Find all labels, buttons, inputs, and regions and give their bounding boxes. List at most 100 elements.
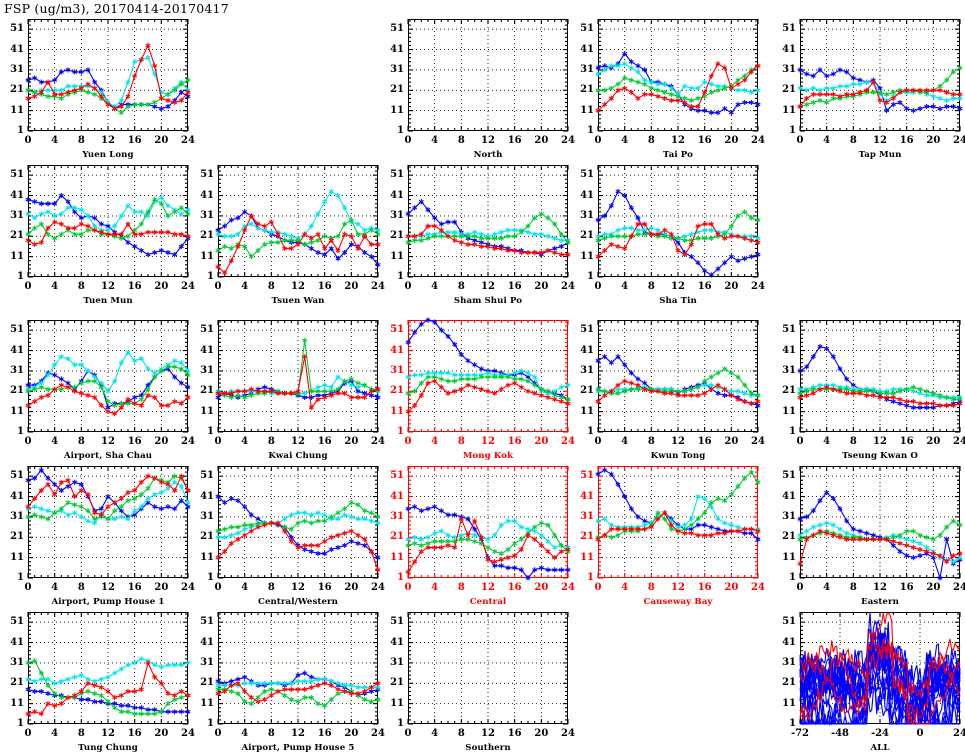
chart-panel-eastern: 1 11 21 31 41 51 0 4 8 12 16 20 24 Eastern xyxy=(782,466,965,607)
y-axis-tick-label: 21 xyxy=(782,385,796,397)
panel-title: Southern xyxy=(465,743,511,753)
y-axis-tick-label: 11 xyxy=(10,551,24,563)
x-axis-tick-label: 4 xyxy=(621,436,629,447)
chart-panel-central: 1 11 21 31 41 51 0 4 8 12 16 20 24 Central xyxy=(390,466,575,607)
y-axis-tick-label: 51 xyxy=(10,23,24,35)
panel-title: Yuen Long xyxy=(82,150,134,160)
y-axis-tick-label: 21 xyxy=(580,385,594,397)
x-axis-tick-label: 12 xyxy=(671,436,685,447)
panel-title: Tuen Mun xyxy=(83,296,133,306)
x-axis-tick-label: 12 xyxy=(671,281,685,292)
x-axis-tick-label: 4 xyxy=(51,281,59,292)
chart-panel-all: 1 11 21 31 41 51 -72 -48 -24 0 24 ALL xyxy=(782,612,965,753)
x-axis-tick-label: 20 xyxy=(344,582,359,593)
x-axis-tick-label: 20 xyxy=(154,728,169,739)
x-axis-tick-label: 0 xyxy=(594,582,602,593)
y-axis-tick-label: 51 xyxy=(390,324,404,336)
y-axis-tick-label: 21 xyxy=(782,677,796,689)
y-axis-tick-label: 1 xyxy=(397,426,404,437)
x-axis-tick-label: 8 xyxy=(77,281,85,292)
x-axis-tick-label: 16 xyxy=(697,582,712,593)
plot-svg xyxy=(25,165,191,278)
x-axis-tick-label: 16 xyxy=(317,436,332,447)
x-axis-tick-label: 12 xyxy=(873,582,887,593)
y-axis-tick-label: 41 xyxy=(10,43,24,55)
x-axis-tick-label: 20 xyxy=(724,582,739,593)
plot-svg xyxy=(797,320,963,433)
y-axis-tick-label: 31 xyxy=(10,63,24,75)
y-axis-tick-label: 21 xyxy=(200,677,214,689)
x-axis-tick-label: 24 xyxy=(371,281,385,292)
y-axis-tick-label: 31 xyxy=(580,209,594,221)
y-axis-tick-label: 51 xyxy=(10,324,24,336)
plot-svg xyxy=(25,466,191,579)
y-axis-tick-label: 1 xyxy=(207,426,214,437)
x-axis-tick-label: 8 xyxy=(457,728,465,739)
x-axis-tick-label: 20 xyxy=(926,582,941,593)
y-axis-tick-label: 1 xyxy=(789,125,796,136)
x-axis-tick-label: 20 xyxy=(154,281,169,292)
y-axis-tick-label: 11 xyxy=(782,104,796,116)
x-axis-tick-label: 24 xyxy=(751,436,765,447)
y-axis-tick-label: 51 xyxy=(10,616,24,628)
x-axis-tick-label: 20 xyxy=(534,728,549,739)
chart-panel-mong-kok: 1 11 21 31 41 51 0 4 8 12 16 20 24 Mong Kok xyxy=(390,317,575,461)
y-axis-tick-label: 21 xyxy=(10,230,24,242)
y-axis-tick-label: 41 xyxy=(390,344,404,356)
y-axis-tick-label: 51 xyxy=(10,470,24,482)
panel-title: Kwun Tong xyxy=(650,451,706,461)
x-axis-tick-label: 20 xyxy=(344,728,359,739)
x-axis-tick-label: 20 xyxy=(534,281,549,292)
x-axis-tick-label: 0 xyxy=(24,436,32,447)
y-axis-tick-label: 1 xyxy=(17,426,24,437)
x-axis-tick-label: 4 xyxy=(51,728,59,739)
y-axis-tick-label: 1 xyxy=(397,718,404,729)
y-axis-tick-label: 11 xyxy=(10,104,24,116)
x-axis-tick-label: 4 xyxy=(431,728,439,739)
chart-panel-airport-sha-chau: 1 11 21 31 41 51 0 4 8 12 16 20 24 Airport, Sha Chau xyxy=(10,320,195,461)
x-axis-tick-label: 0 xyxy=(796,582,804,593)
chart-panel-tap-mun: 1 11 21 31 41 51 0 4 8 12 16 20 24 Tap Mun xyxy=(782,19,965,160)
x-axis-tick-label: 20 xyxy=(926,436,941,447)
x-axis-tick-label: 24 xyxy=(953,436,965,447)
x-axis-tick-label: 12 xyxy=(481,582,495,593)
x-axis-tick-label: 16 xyxy=(507,281,522,292)
y-axis-tick-label: 21 xyxy=(10,385,24,397)
x-axis-tick-label: 8 xyxy=(267,582,275,593)
y-axis-tick-label: 11 xyxy=(390,250,404,262)
y-axis-tick-label: 11 xyxy=(580,104,594,116)
x-axis-tick-label: 16 xyxy=(127,281,142,292)
y-axis-tick-label: 31 xyxy=(390,656,404,668)
x-axis-tick-label: 20 xyxy=(154,436,169,447)
y-axis-tick-label: 1 xyxy=(587,271,594,282)
x-axis-tick-label: 24 xyxy=(953,135,965,146)
y-axis-tick-label: 51 xyxy=(580,470,594,482)
x-axis-tick-label: -72 xyxy=(790,728,810,739)
x-axis-tick-label: -48 xyxy=(830,728,850,739)
y-axis-tick-label: 41 xyxy=(390,636,404,648)
x-axis-tick-label: 0 xyxy=(594,135,602,146)
x-axis-tick-label: 24 xyxy=(371,436,385,447)
y-axis-tick-label: 11 xyxy=(200,405,214,417)
x-axis-tick-label: 16 xyxy=(899,582,914,593)
y-axis-tick-label: 1 xyxy=(789,572,796,583)
y-axis-tick-label: 1 xyxy=(397,125,404,136)
x-axis-tick-label: 16 xyxy=(899,135,914,146)
x-axis-tick-label: 4 xyxy=(51,582,59,593)
x-axis-tick-label: 20 xyxy=(344,436,359,447)
x-axis-tick-label: 8 xyxy=(647,436,655,447)
x-axis-tick-label: 24 xyxy=(561,135,575,146)
y-axis-tick-label: 31 xyxy=(10,510,24,522)
chart-panel-causeway-bay: 1 11 21 31 41 51 0 4 8 12 16 20 24 Causeway Bay xyxy=(580,466,765,607)
x-axis-tick-label: 4 xyxy=(823,582,831,593)
y-axis-tick-label: 41 xyxy=(580,43,594,55)
plot-svg xyxy=(215,466,381,579)
y-axis-tick-label: 21 xyxy=(390,385,404,397)
y-axis-tick-label: 11 xyxy=(782,697,796,709)
y-axis-tick-label: 11 xyxy=(580,405,594,417)
y-axis-tick-label: 41 xyxy=(200,490,214,502)
y-axis-tick-label: 1 xyxy=(587,125,594,136)
y-axis-tick-label: 51 xyxy=(200,169,214,181)
chart-panel-tai-po: 1 11 21 31 41 51 0 4 8 12 16 20 24 Tai Po xyxy=(580,19,765,160)
x-axis-tick-label: 12 xyxy=(291,281,305,292)
